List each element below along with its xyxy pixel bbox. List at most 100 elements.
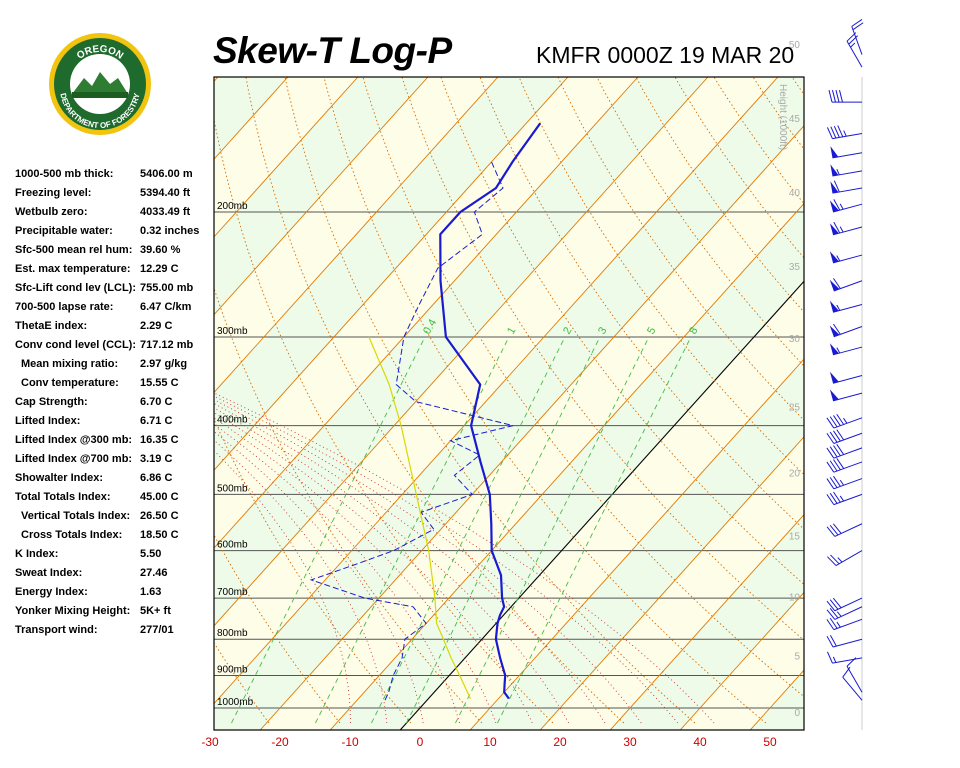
isotherm-line <box>214 77 569 471</box>
pressure-label: 400mb <box>217 415 248 426</box>
height-tick-label: 0 <box>794 708 800 719</box>
barb-full <box>839 89 843 103</box>
stat-value: 4033.49 ft <box>140 206 191 218</box>
moist-adiabat <box>214 439 388 724</box>
barb-flag <box>829 200 839 212</box>
barb-half <box>836 168 840 176</box>
moist-adiabat <box>214 399 642 724</box>
dry-adiabat <box>935 0 960 723</box>
barb-flag <box>829 223 839 235</box>
isotherm-line <box>679 591 804 730</box>
barb-flag <box>830 164 839 177</box>
barb-shaft <box>846 665 863 693</box>
barb-flag <box>829 251 839 263</box>
stat-label: Transport wind: <box>15 624 98 636</box>
dewpoint-trace <box>309 161 514 701</box>
wind-barb <box>851 19 864 55</box>
stat-value: 5K+ ft <box>140 605 171 617</box>
stat-value: 26.50 C <box>140 510 179 522</box>
barb-shaft <box>832 375 863 384</box>
barb-shaft <box>833 417 863 429</box>
pressure-label: 600mb <box>217 540 248 551</box>
wind-barb <box>829 389 863 402</box>
stat-label: Conv cond level (CCL): <box>15 339 137 351</box>
mixing-ratio-label: 2 <box>561 325 574 336</box>
wind-barb <box>827 550 863 567</box>
grid-lines: 0.4 1 2 3 5 8 <box>214 0 960 730</box>
pressure-label: 500mb <box>217 483 248 494</box>
height-tick-label: 50 <box>789 40 801 51</box>
barb-full <box>833 445 841 457</box>
stat-value: 16.35 C <box>140 434 179 446</box>
height-tick-label: 5 <box>794 651 800 662</box>
barb-full <box>833 415 841 426</box>
barb-full <box>833 199 841 211</box>
dry-adiabat <box>829 0 960 723</box>
wind-barb <box>826 651 863 664</box>
isotherm-line <box>214 77 429 316</box>
x-tick-label: -20 <box>271 735 289 749</box>
barb-flag <box>830 146 839 158</box>
height-tick-label: 35 <box>789 262 801 273</box>
dry-adiabat <box>794 0 960 723</box>
isotherm-line <box>329 202 804 730</box>
barb-shaft <box>832 132 863 140</box>
barb-full <box>826 494 835 505</box>
wind-barb <box>842 666 863 701</box>
height-tick-label: 25 <box>789 403 801 414</box>
barb-shaft <box>851 26 863 55</box>
barb-full <box>832 89 836 103</box>
stat-value: 2.29 C <box>140 320 173 332</box>
barb-full <box>829 617 838 629</box>
isotherm-line <box>214 77 359 238</box>
wind-barb <box>826 458 863 473</box>
stat-label: Sweat Index: <box>15 567 83 579</box>
barb-full <box>833 430 841 442</box>
barb-flag <box>829 371 839 384</box>
wind-barb <box>826 597 863 612</box>
barb-flag <box>829 343 839 355</box>
stat-label: Showalter Index: <box>15 472 104 484</box>
pressure-label: 800mb <box>217 628 248 639</box>
svg-text:OREGON: OREGON <box>75 44 125 62</box>
stat-value: 1.63 <box>140 586 162 598</box>
stat-value: 6.70 C <box>140 396 173 408</box>
barb-full <box>829 635 837 647</box>
stat-label: Conv temperature: <box>21 377 119 389</box>
dry-adiabat <box>440 77 804 586</box>
isotherm-band <box>214 77 804 730</box>
barb-half <box>839 203 844 210</box>
height-tick-label: 45 <box>789 114 801 125</box>
stat-label: Precipitable water: <box>15 225 113 237</box>
barb-full <box>828 89 833 103</box>
barb-full <box>826 526 836 537</box>
wind-barb <box>829 199 863 213</box>
wind-barb <box>829 323 863 338</box>
stat-label: Vertical Totals Index: <box>21 510 131 522</box>
stat-value: 5.50 <box>140 548 162 560</box>
isotherm-line <box>259 125 804 730</box>
dry-adiabat <box>245 77 625 724</box>
parcel-trace <box>368 336 471 699</box>
barb-shaft <box>833 432 863 444</box>
stat-value: 18.50 C <box>140 529 179 541</box>
barb-shaft <box>834 597 863 612</box>
wind-barb <box>846 657 863 693</box>
isotherm-line <box>214 77 499 394</box>
pressure-label: 900mb <box>217 665 248 676</box>
barb-full <box>833 125 840 138</box>
barb-half <box>839 479 845 486</box>
wind-barb <box>829 343 863 356</box>
barb-full <box>826 461 835 473</box>
barb-half <box>839 495 845 502</box>
height-tick-label: 10 <box>789 593 801 604</box>
barb-full <box>833 323 841 335</box>
barb-half <box>836 611 842 617</box>
stat-value: 6.71 C <box>140 415 173 427</box>
axis-labels: 200mb 300mb 400mb 500mb 600mb 700mb 800mb 900mb… <box>201 40 800 749</box>
barb-full <box>848 35 858 45</box>
barb-shaft <box>833 478 863 490</box>
barb-full <box>833 491 841 503</box>
x-tick-label: 0 <box>417 735 424 749</box>
stat-label: K Index: <box>15 548 59 560</box>
